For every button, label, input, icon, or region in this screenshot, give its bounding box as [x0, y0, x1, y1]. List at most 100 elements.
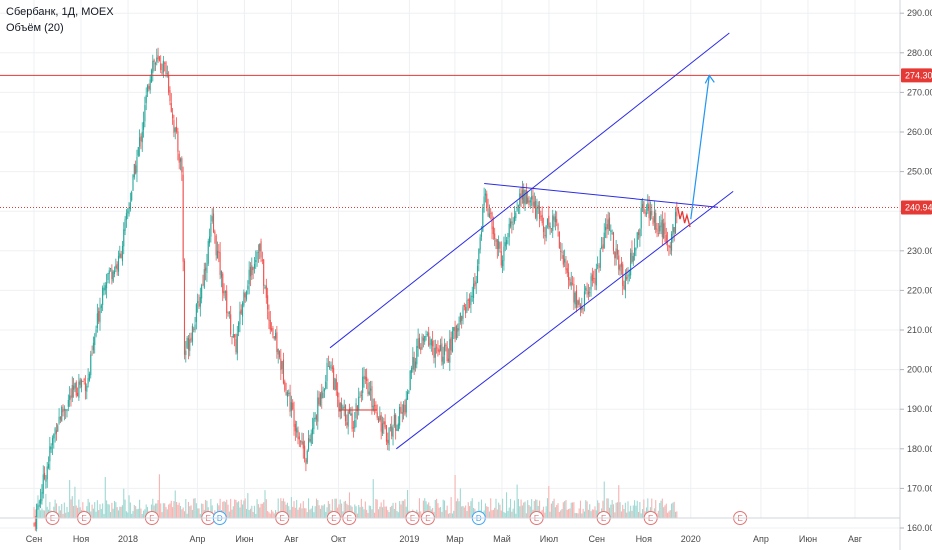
- candle-body: [417, 338, 419, 349]
- volume-bar: [199, 513, 201, 518]
- volume-legend[interactable]: Объём (20): [6, 22, 64, 34]
- candle-body: [566, 268, 568, 273]
- volume-bar: [527, 500, 529, 518]
- volume-bar: [116, 507, 118, 518]
- volume-bar: [243, 500, 245, 518]
- time-tick-label: Авг: [284, 534, 299, 544]
- volume-bar: [227, 504, 229, 518]
- candle-body: [400, 407, 402, 413]
- candle-body: [494, 233, 496, 239]
- candle-body: [660, 222, 662, 228]
- candle-body: [83, 378, 85, 381]
- candle-body: [177, 131, 179, 152]
- candle-body: [391, 426, 393, 437]
- candle-body: [228, 311, 230, 314]
- volume-bar: [503, 511, 505, 518]
- volume-bar: [236, 502, 238, 518]
- candle-body: [220, 270, 222, 278]
- candle-body: [474, 280, 476, 287]
- candle-body: [447, 358, 450, 362]
- volume-bar: [358, 504, 360, 518]
- candle-body: [488, 213, 490, 218]
- price-level-label: 274.30: [905, 70, 932, 80]
- candle-body: [107, 273, 109, 281]
- candle-body: [634, 247, 636, 257]
- candle-body: [410, 368, 413, 373]
- price-tick-label: 260.00: [907, 127, 932, 137]
- candle-body: [337, 391, 339, 398]
- candle-body: [197, 301, 199, 304]
- candle-body: [537, 205, 539, 209]
- volume-bar: [627, 501, 629, 518]
- volume-bar: [78, 499, 80, 518]
- candle-body: [186, 337, 188, 348]
- candle-body: [166, 73, 168, 75]
- candle-body: [442, 356, 444, 365]
- volume-bar: [422, 500, 424, 518]
- volume-bar: [356, 513, 358, 518]
- candle-body: [146, 85, 149, 93]
- candle-body: [490, 212, 492, 214]
- volume-bar: [443, 500, 446, 518]
- candle-body: [446, 346, 448, 362]
- candle-body: [463, 304, 465, 307]
- volume-bar: [619, 502, 621, 518]
- volume-bar: [491, 510, 493, 518]
- candle-body: [482, 207, 484, 232]
- volume-bar: [189, 506, 191, 518]
- volume-bar: [133, 504, 135, 518]
- drawings[interactable]: [0, 32, 900, 450]
- candle-body: [224, 291, 226, 293]
- volume-bar: [103, 513, 105, 518]
- volume-bar: [187, 501, 189, 518]
- candle-body: [558, 231, 560, 249]
- volume-bar: [106, 500, 108, 518]
- candle-body: [227, 315, 229, 317]
- volume-bar: [453, 510, 455, 518]
- candle-body: [148, 86, 150, 89]
- candle-body: [548, 215, 550, 227]
- volume-bar: [446, 505, 448, 518]
- candle-body: [263, 259, 265, 286]
- candle-body: [638, 232, 640, 236]
- candle-body: [668, 245, 670, 248]
- candle-body: [676, 211, 678, 217]
- candle-body: [467, 299, 469, 301]
- volume-bar: [128, 495, 130, 518]
- price-axis[interactable]: 290.00280.00270.00260.00250.00240.00230.…: [899, 0, 932, 550]
- volume-bar: [573, 502, 575, 518]
- volume-bar: [292, 506, 294, 518]
- volume-bar: [630, 505, 632, 518]
- candle-body: [323, 389, 325, 392]
- volume-bar: [355, 506, 357, 518]
- volume-bar: [166, 509, 168, 518]
- volume-bar: [300, 503, 302, 518]
- candle-body: [550, 228, 552, 229]
- projection-arrowhead: [704, 74, 715, 84]
- candle-body: [428, 332, 430, 346]
- volume-bar: [578, 508, 580, 518]
- candle-body: [577, 300, 579, 305]
- time-tick-label: Июл: [540, 534, 558, 544]
- candle-body: [466, 300, 468, 311]
- candle-body: [183, 260, 186, 355]
- time-axis[interactable]: Сен Ноя 2018 Апр Июн Авг Окт 2019 Мар Май Июл Сен Но…: [0, 517, 900, 544]
- volume-bar: [202, 503, 204, 518]
- candle-body: [436, 347, 438, 349]
- volume-bar: [568, 509, 570, 518]
- candle-body: [374, 404, 376, 407]
- volume-bar: [54, 499, 56, 518]
- volume-bar: [318, 505, 320, 518]
- volume-bar: [597, 500, 599, 518]
- symbol-legend[interactable]: Сбербанк, 1Д, MOEX: [6, 6, 114, 18]
- candle-body: [453, 327, 455, 331]
- volume-bar: [255, 513, 257, 518]
- candle-body: [440, 344, 442, 351]
- candle-body: [96, 313, 98, 329]
- volume-bar: [119, 506, 121, 518]
- volume-bar: [565, 500, 567, 518]
- candle-body: [387, 439, 389, 444]
- candle-body: [344, 404, 347, 422]
- candle-body: [355, 403, 357, 419]
